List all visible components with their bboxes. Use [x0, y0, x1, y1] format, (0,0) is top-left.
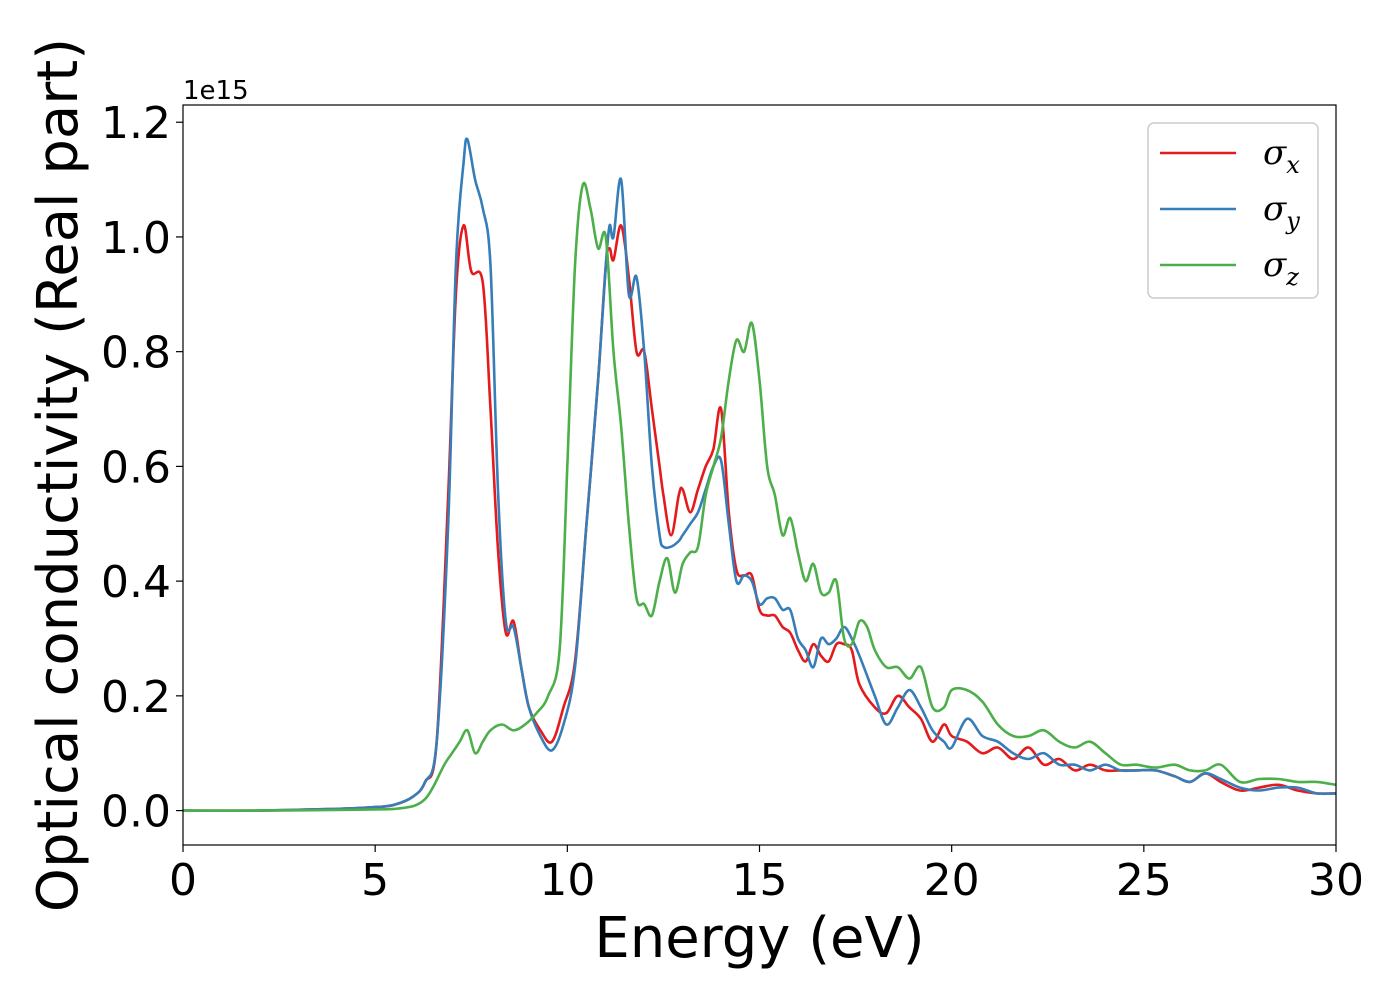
x-tick-label: 10 — [539, 855, 595, 906]
x-tick-label: 0 — [169, 855, 197, 906]
y-tick-label: 0.4 — [101, 557, 171, 608]
x-tick-label: 30 — [1308, 855, 1364, 906]
y-axis-ticks: 0.0 0.2 0.4 0.6 0.8 1.0 1.2 — [101, 98, 183, 838]
y-tick-label: 0.2 — [101, 672, 171, 723]
legend-box — [1147, 122, 1319, 299]
series-line-z — [183, 181, 1336, 812]
y-tick-label: 0.0 — [101, 787, 171, 838]
y-tick-label: 1.0 — [101, 213, 171, 264]
x-tick-label: 25 — [1116, 855, 1172, 906]
y-axis-offset-label: 1e15 — [183, 76, 249, 106]
y-tick-label: 1.2 — [101, 98, 171, 149]
series-line-y — [183, 137, 1336, 813]
series-layer — [183, 137, 1336, 813]
y-tick-label: 0.6 — [101, 442, 171, 493]
legend-subscript: y — [1285, 207, 1300, 235]
x-tick-label: 20 — [924, 855, 980, 906]
legend-subscript: z — [1285, 263, 1299, 291]
legend-subscript: x — [1286, 151, 1300, 179]
x-axis-label: Energy (eV) — [594, 906, 924, 971]
y-tick-label: 0.8 — [101, 328, 171, 379]
y-axis-label: Optical conductivity (Real part) — [26, 38, 91, 912]
x-tick-label: 5 — [361, 855, 389, 906]
x-axis-ticks: 0 5 10 15 20 25 30 — [169, 845, 1364, 906]
x-tick-label: 15 — [732, 855, 788, 906]
